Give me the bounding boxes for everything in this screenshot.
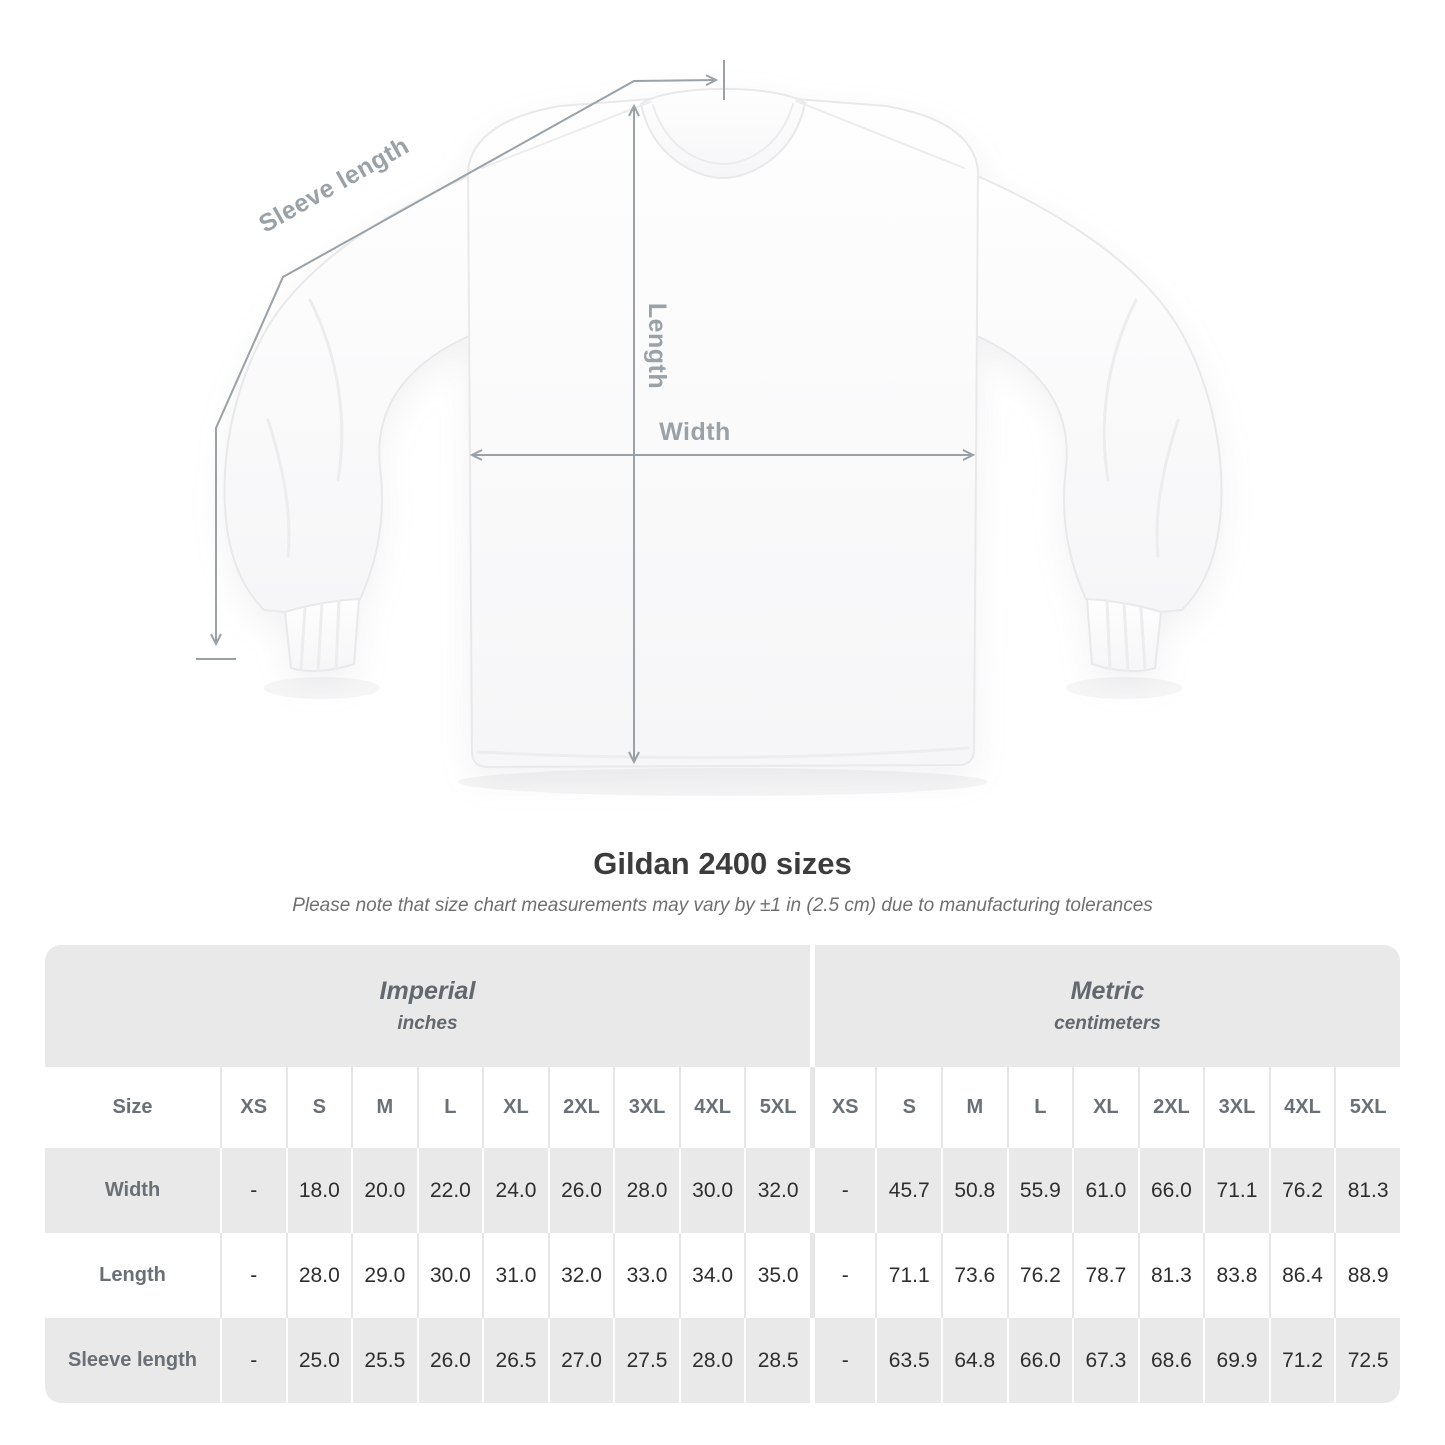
value-cell: 86.4	[1268, 1233, 1335, 1318]
imperial-group-header: Imperial inches	[45, 945, 810, 1067]
value-cell: 71.2	[1268, 1318, 1335, 1403]
value-cell: 63.5	[875, 1318, 942, 1403]
metric-group-name: Metric	[1070, 977, 1145, 1005]
value-cell: -	[220, 1233, 286, 1318]
value-cell: 30.0	[678, 1148, 745, 1233]
value-cell: 55.9	[1006, 1148, 1073, 1233]
value-cell: 28.5	[744, 1318, 810, 1403]
value-cell: 67.3	[1072, 1318, 1138, 1403]
shirt-shadow	[264, 677, 1182, 796]
size-column-header: 4XL	[678, 1067, 745, 1148]
right-sleeve	[967, 170, 1223, 614]
value-cell: 24.0	[482, 1148, 548, 1233]
metric-group-unit: centimeters	[1054, 1013, 1161, 1034]
table-row: Width -18.0 20.0 22.0 24.0 26.0 28.0 30.0 32.0-4…	[45, 1148, 1400, 1233]
size-table-body: Width -18.0 20.0 22.0 24.0 26.0 28.0 30.0 32.0-4…	[45, 1148, 1400, 1403]
value-cell: 88.9	[1334, 1233, 1400, 1318]
size-column-header: 2XL	[1137, 1067, 1204, 1148]
unit-group-row: Imperial inches Metric centimeters	[45, 945, 1400, 1067]
size-column-header: 5XL	[1334, 1067, 1400, 1148]
value-cell: -	[809, 1233, 876, 1318]
value-cell: -	[220, 1318, 286, 1403]
size-column-header: 4XL	[1268, 1067, 1335, 1148]
value-cell: 26.0	[416, 1318, 483, 1403]
value-cell: 26.0	[547, 1148, 614, 1233]
size-column-header: L	[416, 1067, 483, 1148]
value-cell: 66.0	[1006, 1318, 1073, 1403]
value-cell: 34.0	[678, 1233, 745, 1318]
value-cell: 72.5	[1334, 1318, 1400, 1403]
value-cell: 78.7	[1072, 1233, 1138, 1318]
value-cell: -	[809, 1148, 876, 1233]
value-cell: 71.1	[875, 1233, 942, 1318]
size-column-header: S	[875, 1067, 942, 1148]
size-column-header: M	[351, 1067, 417, 1148]
value-cell: 64.8	[941, 1318, 1007, 1403]
size-column-header: L	[1006, 1067, 1073, 1148]
table-row: Length -28.0 29.0 30.0 31.0 32.0 33.0 34.0 35.0-…	[45, 1233, 1400, 1318]
length-label: Length	[643, 303, 671, 389]
value-cell: 33.0	[613, 1233, 679, 1318]
value-cell: 28.0	[613, 1148, 679, 1233]
row-label: Length	[45, 1233, 220, 1318]
value-cell: 25.0	[285, 1318, 352, 1403]
size-column-header: XL	[1072, 1067, 1138, 1148]
size-column-header: 5XL	[744, 1067, 810, 1148]
imperial-group-name: Imperial	[379, 977, 476, 1005]
value-cell: 76.2	[1006, 1233, 1073, 1318]
size-column-header: 3XL	[1203, 1067, 1269, 1148]
size-column-header: S	[285, 1067, 352, 1148]
value-cell: 68.6	[1137, 1318, 1204, 1403]
value-cell: 25.5	[351, 1318, 417, 1403]
value-cell: 28.0	[285, 1233, 352, 1318]
size-header-label: Size	[45, 1067, 220, 1148]
value-cell: 31.0	[482, 1233, 548, 1318]
value-cell: 32.0	[547, 1233, 614, 1318]
width-label: Width	[659, 418, 731, 446]
value-cell: 27.5	[613, 1318, 679, 1403]
sleeve-length-measure-line	[210, 74, 719, 647]
value-cell: 73.6	[941, 1233, 1007, 1318]
value-cell: 45.7	[875, 1148, 942, 1233]
metric-group-header: Metric centimeters	[809, 945, 1400, 1067]
value-cell: 81.3	[1137, 1233, 1204, 1318]
value-cell: 66.0	[1137, 1148, 1204, 1233]
imperial-group-unit: inches	[397, 1013, 458, 1034]
size-column-header: 3XL	[613, 1067, 679, 1148]
value-cell: 20.0	[351, 1148, 417, 1233]
value-cell: 30.0	[416, 1233, 483, 1318]
value-cell: 71.1	[1203, 1148, 1269, 1233]
size-column-header: M	[941, 1067, 1007, 1148]
value-cell: 27.0	[547, 1318, 614, 1403]
value-cell: 22.0	[416, 1148, 483, 1233]
value-cell: 69.9	[1203, 1318, 1269, 1403]
value-cell: 61.0	[1072, 1148, 1138, 1233]
table-row: Sleeve length -25.0 25.5 26.0 26.5 27.0 27.5 28…	[45, 1318, 1400, 1403]
value-cell: -	[809, 1318, 876, 1403]
page-title: Gildan 2400 sizes	[593, 846, 852, 881]
value-cell: 29.0	[351, 1233, 417, 1318]
value-cell: 32.0	[744, 1148, 810, 1233]
shirt-diagram: Sleeve length Length Width	[196, 60, 1223, 796]
value-cell: 50.8	[941, 1148, 1007, 1233]
size-column-header: XS	[809, 1067, 876, 1148]
value-cell: 35.0	[744, 1233, 810, 1318]
size-column-header: XS	[220, 1067, 286, 1148]
value-cell: 28.0	[678, 1318, 745, 1403]
size-header-row: Size XS S M L XL 2XL 3XL 4XL 5XL XS S M L XL 2XL 3XL 4XL…	[45, 1067, 1400, 1148]
size-table-card: Imperial inches Metric centimeters Size …	[45, 945, 1400, 1403]
value-cell: 18.0	[285, 1148, 352, 1233]
value-cell: -	[220, 1148, 286, 1233]
value-cell: 81.3	[1334, 1148, 1400, 1233]
size-column-header: XL	[482, 1067, 548, 1148]
value-cell: 83.8	[1203, 1233, 1269, 1318]
value-cell: 76.2	[1268, 1148, 1335, 1233]
size-table: Imperial inches Metric centimeters Size …	[45, 945, 1400, 1403]
size-column-header: 2XL	[547, 1067, 614, 1148]
row-label: Width	[45, 1148, 220, 1233]
row-label: Sleeve length	[45, 1318, 220, 1403]
value-cell: 26.5	[482, 1318, 548, 1403]
page-subtitle: Please note that size chart measurements…	[292, 895, 1153, 916]
